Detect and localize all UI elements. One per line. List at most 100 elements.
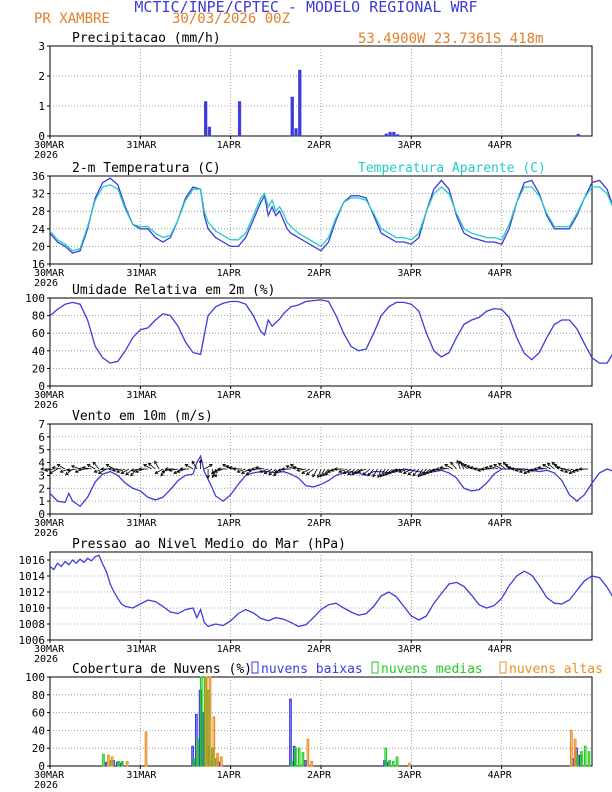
wind-arrow-head: [428, 469, 433, 473]
wind-arrow-head: [44, 468, 48, 472]
wind-arrow: [343, 468, 352, 474]
precip-ytick-label: 3: [38, 40, 45, 53]
wind-arrow-head: [439, 466, 444, 470]
wind-arrow-head: [93, 469, 98, 473]
humid-xtick-label: 31MAR: [126, 390, 157, 401]
wind-arrow: [67, 468, 77, 471]
wind-arrow-head: [179, 467, 184, 471]
clouds-xtick-label: 2APR: [307, 770, 332, 781]
wind-arrow: [237, 468, 246, 473]
wind-arrow: [377, 468, 382, 478]
temp-title: 2-m Temperatura (C): [72, 161, 221, 176]
clouds-bar-nuvens-medias: [391, 760, 395, 767]
temp-xtick-label: 1APR: [217, 268, 242, 279]
wind-arrow: [417, 468, 423, 477]
wind-arrow-head: [372, 473, 376, 478]
pressure-ytick-label: 1008: [19, 618, 46, 631]
humid-ytick-label: 60: [32, 327, 45, 340]
wind-arrow-head: [456, 459, 460, 464]
clouds-bar-nuvens-altas: [212, 716, 216, 767]
wind-arrow: [403, 468, 412, 474]
wind-arrow-head: [305, 471, 310, 476]
wind-arrow: [362, 468, 371, 476]
wind-arrow-head: [49, 470, 53, 474]
wind-arrow-head: [469, 466, 474, 470]
wind-ytick-label: 7: [38, 418, 45, 431]
wind-arrow: [148, 462, 156, 470]
clouds-bar-nuvens-altas: [573, 738, 577, 767]
humid-xtick-label: 30MAR: [34, 390, 65, 401]
wind-arrow: [560, 468, 570, 471]
precip-bar: [204, 101, 208, 137]
precip-ytick-label: 2: [38, 70, 45, 83]
wind-arrow: [75, 468, 85, 473]
wind-arrow: [367, 468, 375, 477]
wind-arrow-head: [382, 472, 386, 477]
humid-ytick-label: 100: [25, 292, 45, 305]
wind-arrow-head: [217, 467, 221, 471]
wind-arrow-head: [296, 468, 301, 472]
wind-arrow-head: [59, 469, 64, 473]
wind-arrow-head: [542, 464, 546, 468]
wind-arrow: [322, 468, 329, 477]
wind-arrow-head: [407, 471, 412, 476]
wind-arrow-head: [232, 467, 236, 471]
wind-arrow-head: [154, 460, 158, 465]
wind-arrow-head: [476, 468, 481, 472]
wind-arrow: [241, 468, 250, 474]
clouds-bar-nuvens-medias: [192, 758, 196, 767]
wind-arrow-head: [210, 470, 215, 474]
humid-title: Umidade Relativa em 2m (%): [72, 283, 276, 298]
pressure-year-label: 2026: [34, 654, 58, 665]
pressure-ytick-label: 1014: [19, 570, 46, 583]
wind-arrow-head: [173, 470, 177, 474]
wind-arrow-head: [377, 474, 381, 479]
legend-swatch-1: [371, 661, 379, 674]
wind-arrow-head: [289, 464, 294, 468]
wind-arrow-head: [555, 466, 560, 470]
precip-bar: [237, 101, 242, 137]
clouds-xtick-label: 30MAR: [34, 770, 65, 781]
wind-arrow-head: [125, 471, 129, 476]
precip-bar: [388, 131, 392, 137]
clouds-ytick-label: 80: [32, 689, 45, 702]
wind-arrow-head: [326, 469, 331, 473]
wind-arrow-head: [65, 471, 69, 476]
wind-title: Vento em 10m (m/s): [72, 409, 213, 424]
wind-arrow-head: [533, 467, 537, 471]
clouds-bar-nuvens-altas: [107, 754, 110, 767]
clouds-bar-nuvens-altas: [208, 676, 212, 767]
wind-arrow: [519, 468, 529, 473]
wind-arrow: [537, 467, 547, 470]
humid-xtick-label: 2APR: [307, 390, 332, 401]
clouds-ytick-label: 40: [32, 724, 45, 737]
temp-line-2-m-Temperatura: [49, 177, 612, 254]
temp-ytick-label: 28: [32, 205, 45, 218]
wind-arrow-head: [198, 459, 203, 463]
clouds-bar-nuvens-medias: [117, 760, 120, 767]
clouds-bar-nuvens-medias: [388, 760, 391, 767]
legend-swatch-0: [251, 661, 259, 674]
coordinates-label: 53.4900W 23.7361S 418m: [358, 31, 544, 47]
wind-arrow-head: [138, 467, 142, 471]
clouds-bar-nuvens-medias: [576, 754, 580, 767]
wind-arrow: [312, 468, 318, 477]
wind-ytick-label: 1: [38, 495, 45, 508]
wind-arrow: [135, 468, 145, 473]
wind-arrow-head: [250, 467, 255, 471]
wind-arrow: [394, 468, 404, 471]
wind-arrow-head: [380, 473, 384, 478]
wind-arrow: [57, 464, 66, 470]
precip-bar: [392, 131, 396, 137]
wind-arrow-head: [324, 471, 329, 476]
wind-arrow-head: [523, 470, 527, 474]
wind-arrow-head: [147, 462, 152, 467]
wind-arrow-head: [463, 464, 467, 468]
wind-arrow-head: [390, 469, 395, 473]
wind-arrow: [347, 468, 356, 476]
humid-year-label: 2026: [34, 400, 58, 411]
clouds-bar-nuvens-medias: [583, 745, 587, 767]
wind-arrow-head: [191, 460, 196, 465]
wind-arrow: [317, 468, 322, 478]
wind-arrow-head: [488, 465, 493, 469]
